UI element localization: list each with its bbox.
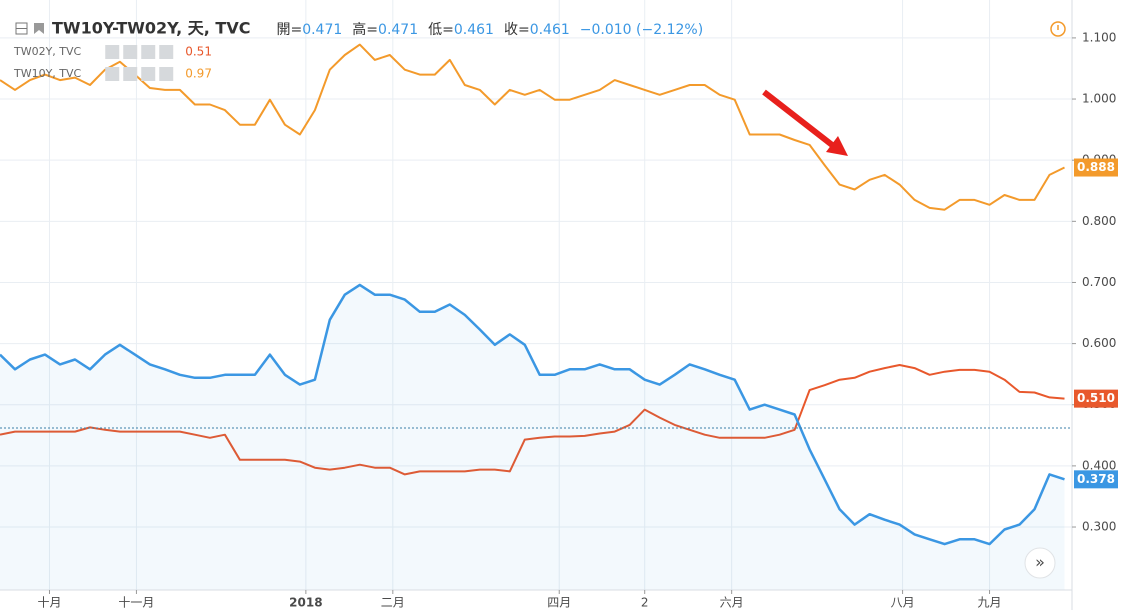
chart-title: TW10Y-TW02Y, 天, TVC xyxy=(52,19,250,38)
change: −0.010 (−2.12%) xyxy=(580,22,703,38)
last-value-label: 0.378 xyxy=(1077,472,1115,486)
plot xyxy=(0,43,1065,590)
x-tick-label: 四月 xyxy=(547,596,571,610)
arrow-shaft xyxy=(762,89,838,151)
legend-value: 0.51 xyxy=(185,45,212,59)
line xyxy=(0,364,1065,476)
x-tick-label: 六月 xyxy=(720,596,744,610)
ohlc-value: 0.471 xyxy=(302,22,342,38)
last-value-label: 0.888 xyxy=(1077,160,1115,174)
legend-icon xyxy=(141,45,156,59)
legend-icon xyxy=(141,67,156,81)
last-value-box xyxy=(1074,389,1118,408)
arrow-annotation xyxy=(762,89,848,156)
legend: TW02Y, TVC 0.51 TW10Y, TVC 0.97 xyxy=(13,45,212,81)
y-tick-label: 1.000 xyxy=(1082,92,1116,106)
y-tick-label: 0.400 xyxy=(1082,458,1116,472)
alert-icon[interactable] xyxy=(1050,21,1066,37)
header-ohlc: 開= 0.471 高= 0.471 低= 0.461 收= 0.461 −0.010 (−2.1… xyxy=(276,21,703,38)
y-tick-label: 0.800 xyxy=(1082,214,1116,228)
axes: 1.1001.0000.9000.8000.7000.6000.5000.400… xyxy=(37,30,1118,610)
legend-icon xyxy=(105,67,120,81)
legend-icon xyxy=(123,45,138,59)
grid xyxy=(0,0,1072,590)
ohlc-key: 開= xyxy=(276,22,302,38)
y-tick-label: 0.300 xyxy=(1082,520,1116,534)
legend-icon xyxy=(159,45,174,59)
legend-icon xyxy=(159,67,174,81)
line xyxy=(0,43,1065,211)
x-tick-label: 八月 xyxy=(891,596,915,610)
x-tick-label: 2 xyxy=(641,596,649,610)
ohlc-key: 收= xyxy=(504,22,530,38)
line xyxy=(0,283,1065,546)
x-tick-label: 二月 xyxy=(381,596,405,610)
ohlc-key: 低= xyxy=(428,22,454,38)
legend-value: 0.97 xyxy=(185,67,212,81)
ohlc-key: 高= xyxy=(352,21,378,38)
legend-icon xyxy=(123,67,138,81)
scroll-icon: » xyxy=(1035,553,1045,572)
y-tick-label: 1.100 xyxy=(1082,30,1116,44)
ohlc-value: 0.461 xyxy=(530,22,570,38)
x-tick-label: 九月 xyxy=(978,596,1002,610)
ohlc-value: 0.461 xyxy=(454,22,494,38)
legend-icon xyxy=(105,45,120,59)
x-tick-label: 十一月 xyxy=(118,596,154,610)
last-value-label: 0.510 xyxy=(1077,391,1115,405)
y-tick-label: 0.600 xyxy=(1082,336,1116,350)
y-tick-label: 0.700 xyxy=(1082,275,1116,289)
legend-name: TW10Y, TVC xyxy=(13,67,82,80)
flag-icon xyxy=(34,23,44,34)
scroll-button[interactable] xyxy=(1024,547,1056,579)
ohlc-value: 0.471 xyxy=(378,22,418,38)
legend-name: TW02Y, TVC xyxy=(13,45,82,58)
x-tick-label: 2018 xyxy=(289,596,322,610)
last-value-box xyxy=(1074,470,1118,489)
arrow-head xyxy=(826,136,848,156)
x-tick-label: 十月 xyxy=(37,596,61,610)
last-value-box xyxy=(1074,158,1118,177)
